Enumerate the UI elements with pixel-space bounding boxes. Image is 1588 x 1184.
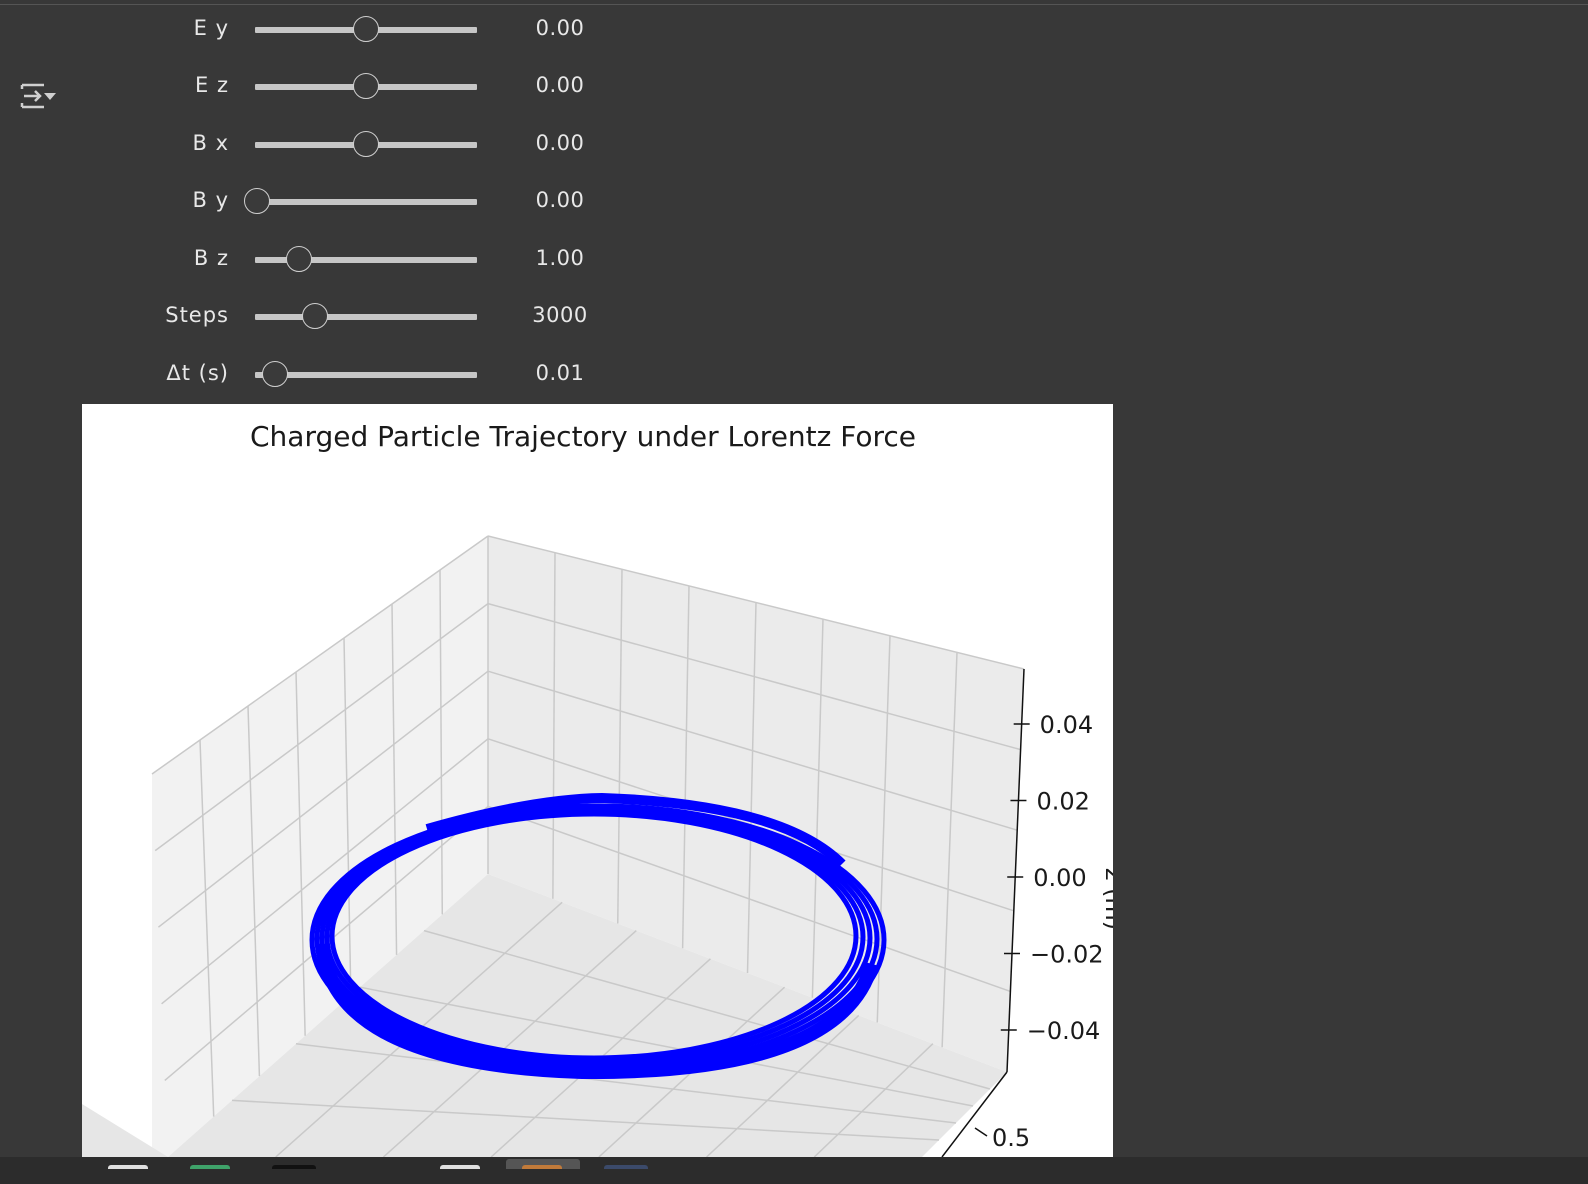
slider-handle-bz[interactable] — [286, 246, 313, 272]
z-axis-line — [1006, 668, 1025, 1073]
slider-handle-steps[interactable] — [301, 303, 328, 329]
grid-line — [199, 739, 215, 1117]
grid-line — [706, 1014, 860, 1157]
taskbar-item[interactable] — [604, 1165, 648, 1169]
grid-line — [154, 602, 489, 852]
slider-label-steps: Steps — [165, 303, 229, 327]
trajectory-back — [425, 792, 846, 868]
grid-line — [617, 569, 623, 924]
pane-edge — [151, 535, 489, 775]
y-tick-label: 0.5 — [992, 1124, 1030, 1152]
slider-row-bz: B z 1.00 — [0, 240, 700, 280]
cell-top-border — [0, 0, 1588, 5]
slider-label-dt: Δt (s) — [166, 361, 229, 385]
slider-handle-dt[interactable] — [261, 361, 288, 387]
slider-value-by: 0.00 — [535, 188, 585, 212]
grid-line — [161, 738, 489, 1005]
grid-line — [343, 637, 352, 996]
trajectory-start — [316, 943, 332, 975]
grid-line — [941, 652, 958, 1048]
slider-value-steps: 3000 — [532, 303, 588, 327]
slider-value-dt: 0.01 — [535, 361, 585, 385]
slider-row-ez: E z 0.00 — [0, 67, 700, 107]
slider-handle-ez[interactable] — [353, 73, 379, 99]
grid-line — [423, 929, 991, 1090]
slider-handle-ey[interactable] — [353, 16, 379, 42]
taskbar-item[interactable] — [522, 1165, 562, 1169]
slider-value-bz: 1.00 — [535, 246, 585, 270]
slider-handle-bx[interactable] — [353, 131, 379, 157]
grid-line — [552, 552, 556, 899]
slider-steps[interactable] — [255, 303, 477, 329]
grid-line — [295, 1043, 957, 1124]
grid-line — [487, 805, 1011, 993]
grid-line — [391, 603, 398, 955]
taskbar-item-active[interactable] — [506, 1159, 580, 1169]
trajectory-front — [315, 943, 879, 1080]
taskbar-item[interactable] — [108, 1165, 148, 1169]
slider-row-ey: E y 0.00 — [0, 10, 700, 50]
grid-line — [487, 602, 1021, 751]
slider-value-ez: 0.00 — [535, 73, 585, 97]
z-axis-label: z (m) — [1100, 868, 1113, 930]
slider-handle-by[interactable] — [244, 188, 270, 214]
grid-line — [487, 670, 1018, 831]
z-tick-label: −0.04 — [1027, 1017, 1101, 1045]
slider-by[interactable] — [244, 188, 477, 214]
output-collapse-icon[interactable] — [18, 80, 58, 112]
slider-ey[interactable] — [255, 16, 477, 42]
plot-title: Charged Particle Trajectory under Lorent… — [250, 420, 916, 453]
plot-figure: Charged Particle Trajectory under Lorent… — [82, 404, 1113, 1157]
y-tick — [974, 1127, 988, 1137]
slider-label-bx: B x — [192, 131, 229, 155]
grid-line — [382, 930, 637, 1157]
grid-line — [247, 705, 261, 1077]
slider-row-by: B y 0.00 — [0, 182, 700, 222]
grid-line — [813, 1043, 934, 1157]
y-axis-line — [941, 1071, 1008, 1157]
slider-label-ey: E y — [193, 16, 229, 40]
taskbar-item[interactable] — [440, 1165, 480, 1169]
grid-line — [811, 619, 824, 998]
pane-edge — [487, 535, 1025, 670]
right-pane — [488, 536, 1024, 1072]
grid-line — [231, 1099, 940, 1141]
left-pane — [152, 536, 488, 1157]
taskbar — [0, 1157, 1588, 1184]
slider-bx[interactable] — [255, 131, 477, 157]
grid-line — [359, 986, 974, 1107]
slider-value-ey: 0.00 — [535, 16, 585, 40]
taskbar-item[interactable] — [190, 1165, 230, 1169]
z-tick-label: −0.02 — [1030, 941, 1104, 969]
slider-value-bx: 0.00 — [535, 131, 585, 155]
grid-line — [157, 670, 489, 928]
slider-label-by: B y — [192, 188, 229, 212]
z-tick-label: 0.00 — [1033, 864, 1086, 892]
grid-line — [439, 569, 444, 915]
floor-pane — [82, 874, 1007, 1157]
taskbar-item[interactable] — [272, 1165, 316, 1169]
slider-row-bx: B x 0.00 — [0, 125, 700, 165]
slider-dt[interactable] — [255, 361, 477, 387]
plot-3d-axes: Charged Particle Trajectory under Lorent… — [82, 420, 1113, 1157]
slider-bz[interactable] — [255, 246, 477, 272]
slider-row-steps: Steps 3000 — [0, 297, 700, 337]
slider-label-ez: E z — [195, 73, 229, 97]
slider-label-bz: B z — [193, 246, 229, 270]
grid-line — [295, 671, 306, 1036]
z-tick-label: 0.02 — [1036, 788, 1089, 816]
slider-row-dt: Δt (s) 0.01 — [0, 355, 700, 395]
grid-line — [746, 602, 757, 974]
grid-line — [681, 585, 690, 949]
z-tick-label: 0.04 — [1040, 711, 1093, 739]
slider-ez[interactable] — [255, 73, 477, 99]
